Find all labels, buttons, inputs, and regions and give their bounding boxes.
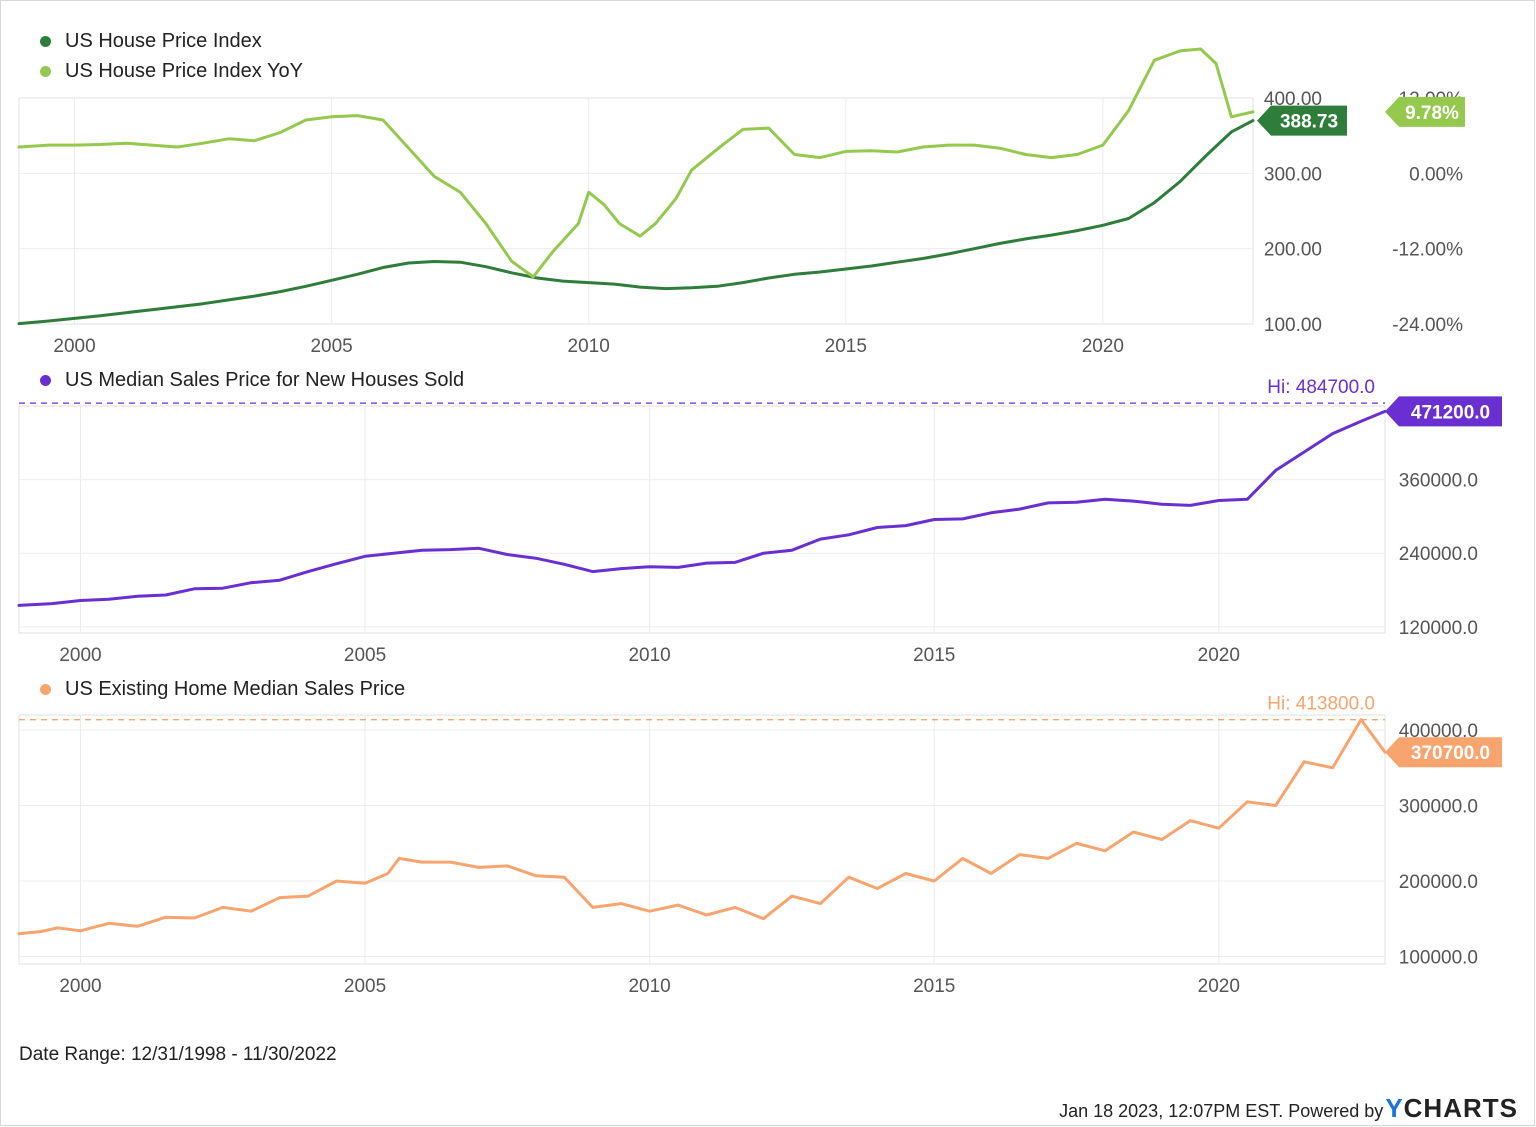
legend-item-hpi-yoy[interactable]: US House Price Index YoY [40, 60, 303, 83]
hi-label: Hi: 484700.0 [1267, 377, 1375, 398]
legend-label-hpi-yoy: US House Price Index YoY [65, 60, 303, 82]
x-tick-label: 2000 [53, 336, 95, 357]
legend-label-hpi: US House Price Index [65, 30, 262, 52]
y-tick-label: 240000.0 [1399, 544, 1478, 565]
legend-dot-existing-homes [40, 684, 51, 695]
legend-label-new-houses: US Median Sales Price for New Houses Sol… [65, 369, 465, 391]
date-range-text: Date Range: 12/31/1998 - 11/30/2022 [19, 1044, 337, 1065]
x-tick-label: 2015 [825, 336, 867, 357]
y-tick-label: 120000.0 [1399, 618, 1478, 639]
legend-dot-new-houses [40, 375, 51, 386]
x-tick-label: 2010 [568, 336, 610, 357]
series-line-hpi-yoy [17, 47, 1255, 279]
last-value-label: 388.73 [1280, 112, 1338, 133]
x-tick-label: 2020 [1082, 336, 1124, 357]
x-tick-label: 2020 [1198, 645, 1240, 666]
ycharts-logo-y: Y [1385, 1093, 1404, 1123]
y2-tick-label: 0.00% [1409, 164, 1463, 185]
ycharts-logo[interactable]: YCHARTS [1385, 1093, 1518, 1124]
plot-area-new-houses [18, 405, 1386, 634]
legend-item-new-houses[interactable]: US Median Sales Price for New Houses Sol… [40, 369, 464, 392]
legend-label-existing-homes: US Existing Home Median Sales Price [65, 678, 406, 700]
legend-item-hpi[interactable]: US House Price Index [40, 30, 262, 53]
last-value-flag [1385, 737, 1502, 768]
x-tick-label: 2015 [913, 645, 955, 666]
x-tick-label: 2015 [913, 976, 955, 997]
y-tick-label: 200.00 [1264, 240, 1322, 261]
last-value-flag [1385, 96, 1465, 127]
y-tick-label: 300.00 [1264, 164, 1322, 185]
last-value-label: 370700.0 [1411, 743, 1490, 764]
x-tick-label: 2010 [628, 645, 670, 666]
legend-dot-hpi [40, 36, 51, 47]
x-tick-label: 2020 [1198, 976, 1240, 997]
y-tick-label: 300000.0 [1399, 797, 1478, 818]
y-tick-label: 100.00 [1264, 315, 1322, 336]
y2-tick-label: -24.00% [1392, 315, 1463, 336]
credit-text: Jan 18 2023, 12:07PM EST. Powered by [1059, 1101, 1384, 1121]
series-line-hpi [17, 119, 1255, 326]
y-tick-label: 360000.0 [1399, 471, 1478, 492]
x-tick-label: 2005 [344, 645, 386, 666]
hi-label: Hi: 413800.0 [1267, 694, 1375, 715]
legend-item-existing-homes[interactable]: US Existing Home Median Sales Price [40, 678, 405, 701]
plot-area-hpi [18, 97, 1254, 325]
plot-area-existing-homes [18, 714, 1386, 965]
x-tick-label: 2005 [344, 976, 386, 997]
x-tick-label: 2010 [628, 976, 670, 997]
y-tick-label: 200000.0 [1399, 872, 1478, 893]
x-tick-label: 2000 [59, 645, 101, 666]
charts-canvas: 2000 2005 2010 2015 2020 100.00 200.00 300.00 40… [17, 47, 1502, 997]
last-value-flag [1385, 396, 1502, 427]
last-value-label: 9.78% [1405, 103, 1459, 124]
y-tick-label: 400.00 [1264, 89, 1322, 110]
y-tick-label: 400000.0 [1399, 721, 1478, 742]
x-tick-label: 2005 [310, 336, 352, 357]
series-line-existing-homes [17, 718, 1387, 936]
ycharts-logo-text: CHARTS [1403, 1093, 1518, 1123]
legend-dot-hpi-yoy [40, 66, 51, 77]
y2-tick-label: -12.00% [1392, 240, 1463, 261]
x-tick-label: 2000 [59, 976, 101, 997]
y-tick-label: 100000.0 [1399, 947, 1478, 968]
series-line-new-houses [17, 409, 1387, 607]
footer-credit: Jan 18 2023, 12:07PM EST. Powered by YCH… [1059, 1093, 1518, 1124]
last-value-label: 471200.0 [1411, 402, 1490, 423]
last-value-flag [1257, 105, 1347, 136]
